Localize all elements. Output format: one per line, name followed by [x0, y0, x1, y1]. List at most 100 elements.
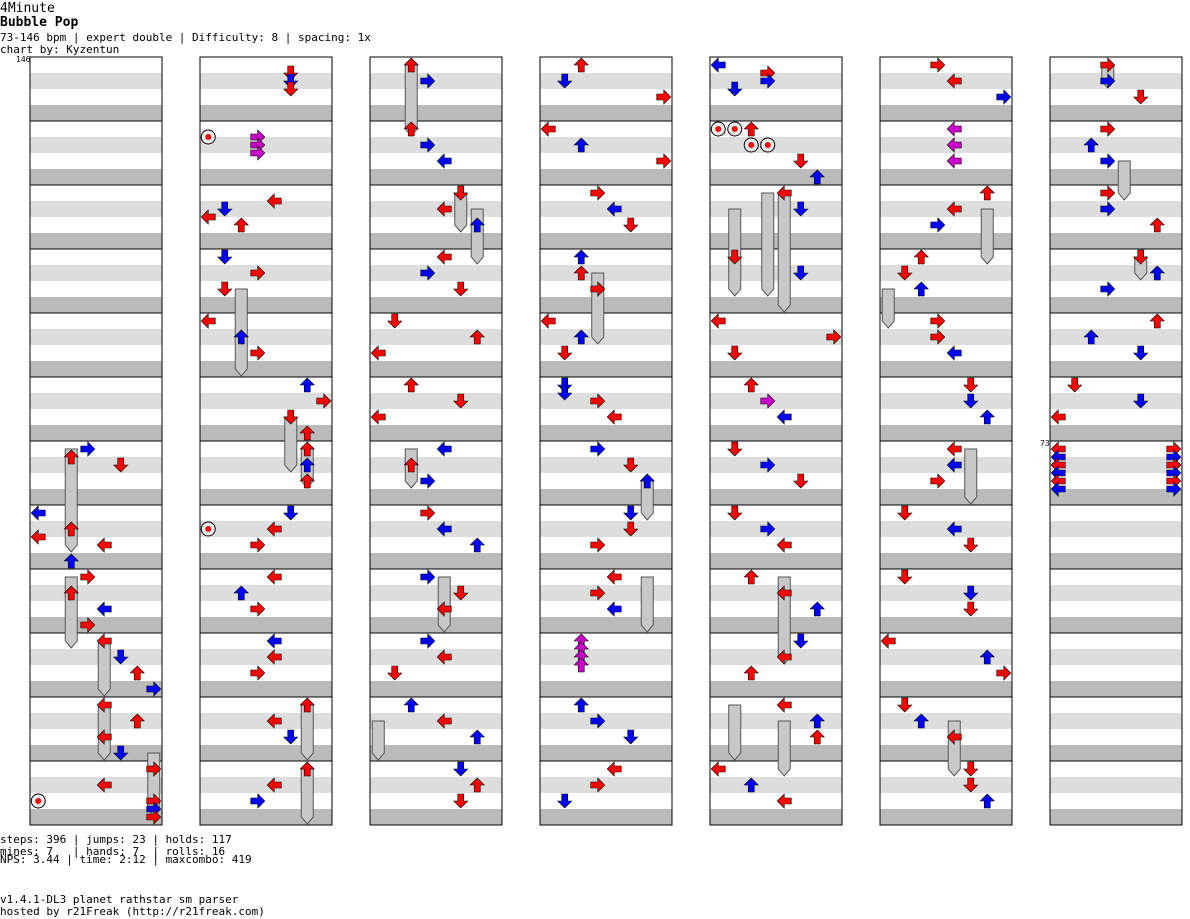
stats-steps: steps: 396 | jumps: 23 | holds: 117: [0, 833, 232, 846]
step-arrow: [370, 345, 386, 361]
step-arrow: [606, 569, 622, 585]
arrow-shape: [930, 473, 946, 489]
arrow-shape: [930, 329, 946, 345]
step-arrow: [283, 729, 299, 745]
step-arrow: [1050, 409, 1066, 425]
arrow-shape: [776, 185, 792, 201]
arrow-shape: [743, 777, 759, 793]
measure-band: [710, 105, 842, 121]
arrow-shape: [1100, 73, 1116, 89]
step-arrow: [370, 409, 386, 425]
measure-band: [200, 745, 332, 761]
measure-band: [880, 617, 1012, 633]
hold-body: [640, 576, 654, 633]
arrow-shape: [30, 505, 46, 521]
step-arrow: [1067, 377, 1083, 393]
arrow-shape: [590, 777, 606, 793]
measure-band: [540, 361, 672, 377]
arrow-shape: [590, 393, 606, 409]
arrow-shape: [129, 713, 145, 729]
step-arrow: [897, 697, 913, 713]
measure-band: [1050, 809, 1182, 825]
arrow-shape: [880, 633, 896, 649]
measure-band: [370, 809, 502, 825]
measure-band: [370, 169, 502, 185]
measure-band: [710, 553, 842, 569]
step-arrow: [266, 777, 282, 793]
measure-band: [540, 425, 672, 441]
step-arrow: [590, 585, 606, 601]
arrow-shape: [826, 329, 842, 345]
measure-band: [880, 745, 1012, 761]
step-arrow: [946, 729, 962, 745]
measure-band: [30, 617, 162, 633]
step-arrow: [590, 281, 606, 297]
arrow-shape: [283, 505, 299, 521]
arrow-shape: [233, 217, 249, 233]
measure-band: [710, 489, 842, 505]
step-arrow: [590, 393, 606, 409]
step-arrow: [946, 137, 962, 153]
measure-band: [710, 425, 842, 441]
measure-band: [200, 681, 332, 697]
step-arrow: [623, 505, 639, 521]
measure-band: [880, 361, 1012, 377]
step-arrow: [96, 697, 112, 713]
step-arrow: [776, 409, 792, 425]
chart-column: [29, 56, 163, 826]
step-arrow: [557, 377, 573, 393]
step-arrow: [299, 377, 315, 393]
measure-band: [30, 105, 162, 121]
arrow-shape: [776, 649, 792, 665]
step-arrow: [946, 201, 962, 217]
arrow-shape: [573, 697, 589, 713]
step-arrow: [436, 521, 452, 537]
arrow-shape: [590, 585, 606, 601]
arrow-shape: [809, 713, 825, 729]
measure-band: [710, 169, 842, 185]
step-arrow: [1100, 281, 1116, 297]
step-arrow: [299, 441, 315, 457]
measure-band: [540, 297, 672, 313]
measure-band: [200, 169, 332, 185]
measure-band: [370, 489, 502, 505]
arrow-shape: [930, 57, 946, 73]
step-arrow: [979, 185, 995, 201]
arrow-shape: [573, 137, 589, 153]
arrow-shape: [656, 89, 672, 105]
beat-band: [540, 137, 672, 153]
step-arrow: [200, 313, 216, 329]
arrow-shape: [793, 201, 809, 217]
hold-body: [284, 416, 298, 473]
step-arrow: [590, 777, 606, 793]
song-title: Bubble Pop: [0, 15, 79, 30]
step-arrow: [63, 585, 79, 601]
arrow-shape: [436, 649, 452, 665]
arrow-shape: [930, 313, 946, 329]
step-arrow: [420, 473, 436, 489]
step-arrow: [946, 153, 962, 169]
beat-band: [30, 521, 162, 537]
column-border: [199, 56, 333, 826]
measure-band: [710, 361, 842, 377]
step-arrow: [776, 537, 792, 553]
step-arrow: [897, 265, 913, 281]
arrow-shape: [979, 409, 995, 425]
step-arrow: [1083, 329, 1099, 345]
step-arrow: [250, 537, 266, 553]
arrow-shape: [420, 265, 436, 281]
step-arrow: [299, 473, 315, 489]
beat-band: [370, 265, 502, 281]
arrow-shape: [266, 569, 282, 585]
step-arrow: [996, 89, 1012, 105]
arrow-shape: [590, 537, 606, 553]
beat-band: [710, 585, 842, 601]
step-arrow: [930, 473, 946, 489]
beat-band: [710, 265, 842, 281]
arrow-shape: [606, 569, 622, 585]
arrow-shape: [946, 121, 962, 137]
arrow-shape: [80, 569, 96, 585]
mine-core: [748, 142, 755, 148]
step-arrow: [946, 441, 962, 457]
arrow-shape: [469, 217, 485, 233]
